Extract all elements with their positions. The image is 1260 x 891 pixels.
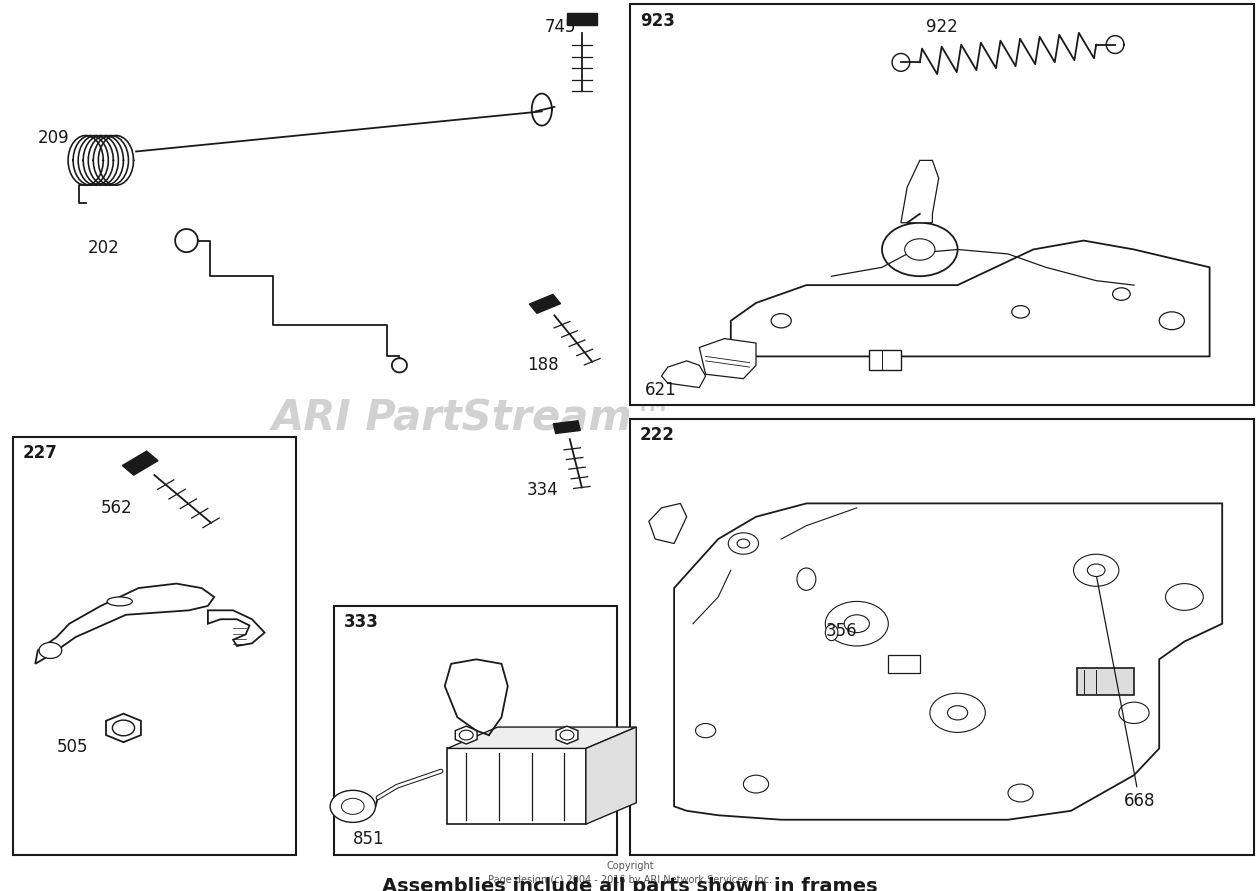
Polygon shape xyxy=(447,727,636,748)
Circle shape xyxy=(743,775,769,793)
Circle shape xyxy=(459,731,474,740)
Circle shape xyxy=(39,642,62,658)
Bar xyxy=(888,655,920,673)
Text: Assemblies include all parts shown in frames: Assemblies include all parts shown in fr… xyxy=(382,877,878,891)
Text: 222: 222 xyxy=(640,426,675,444)
Text: 745: 745 xyxy=(544,18,576,36)
Text: ARI PartStream™: ARI PartStream™ xyxy=(271,397,674,440)
Circle shape xyxy=(696,723,716,738)
Text: 333: 333 xyxy=(344,613,379,631)
Text: 188: 188 xyxy=(527,356,558,374)
Polygon shape xyxy=(556,726,578,744)
Bar xyxy=(334,606,617,855)
Circle shape xyxy=(905,239,935,260)
Polygon shape xyxy=(901,160,939,223)
Circle shape xyxy=(1074,554,1119,586)
Text: 356: 356 xyxy=(825,622,857,640)
Circle shape xyxy=(330,790,375,822)
Text: 227: 227 xyxy=(23,444,58,462)
Circle shape xyxy=(930,693,985,732)
Bar xyxy=(1077,668,1134,695)
Polygon shape xyxy=(586,727,636,824)
Circle shape xyxy=(825,601,888,646)
Polygon shape xyxy=(567,13,597,25)
Text: Copyright
Page design (c) 2004 - 2016 by ARI Network Services, Inc.: Copyright Page design (c) 2004 - 2016 by… xyxy=(488,862,772,885)
Polygon shape xyxy=(208,610,265,646)
Circle shape xyxy=(1012,306,1029,318)
Ellipse shape xyxy=(796,568,816,590)
Text: 209: 209 xyxy=(38,129,69,147)
Text: 202: 202 xyxy=(88,239,120,257)
Circle shape xyxy=(737,539,750,548)
Polygon shape xyxy=(699,339,756,379)
Bar xyxy=(447,748,586,824)
Circle shape xyxy=(112,720,135,736)
Circle shape xyxy=(341,798,364,814)
Circle shape xyxy=(771,314,791,328)
Polygon shape xyxy=(662,361,706,388)
Text: 621: 621 xyxy=(645,381,677,399)
Polygon shape xyxy=(122,451,158,475)
Text: 668: 668 xyxy=(1096,577,1155,810)
Circle shape xyxy=(1159,312,1184,330)
Bar xyxy=(630,4,1254,405)
Bar xyxy=(630,419,1254,855)
Circle shape xyxy=(728,533,759,554)
Circle shape xyxy=(1113,288,1130,300)
Polygon shape xyxy=(455,726,478,744)
Circle shape xyxy=(1008,784,1033,802)
Text: 922: 922 xyxy=(926,18,958,36)
Text: 923: 923 xyxy=(640,12,675,29)
Text: 562: 562 xyxy=(101,499,132,517)
Circle shape xyxy=(844,615,869,633)
Polygon shape xyxy=(674,503,1222,820)
Ellipse shape xyxy=(107,597,132,606)
Circle shape xyxy=(561,731,573,740)
Bar xyxy=(869,350,901,370)
Circle shape xyxy=(948,706,968,720)
Circle shape xyxy=(1087,564,1105,576)
Circle shape xyxy=(882,223,958,276)
Polygon shape xyxy=(553,421,581,434)
Text: 505: 505 xyxy=(57,738,88,756)
Text: 334: 334 xyxy=(527,481,558,499)
Polygon shape xyxy=(731,241,1210,356)
Bar xyxy=(13,437,296,855)
Text: 851: 851 xyxy=(353,830,384,848)
Circle shape xyxy=(1166,584,1203,610)
Polygon shape xyxy=(106,714,141,742)
Polygon shape xyxy=(529,294,561,314)
Polygon shape xyxy=(649,503,687,544)
Polygon shape xyxy=(35,584,214,664)
Circle shape xyxy=(1119,702,1149,723)
Ellipse shape xyxy=(825,625,838,641)
